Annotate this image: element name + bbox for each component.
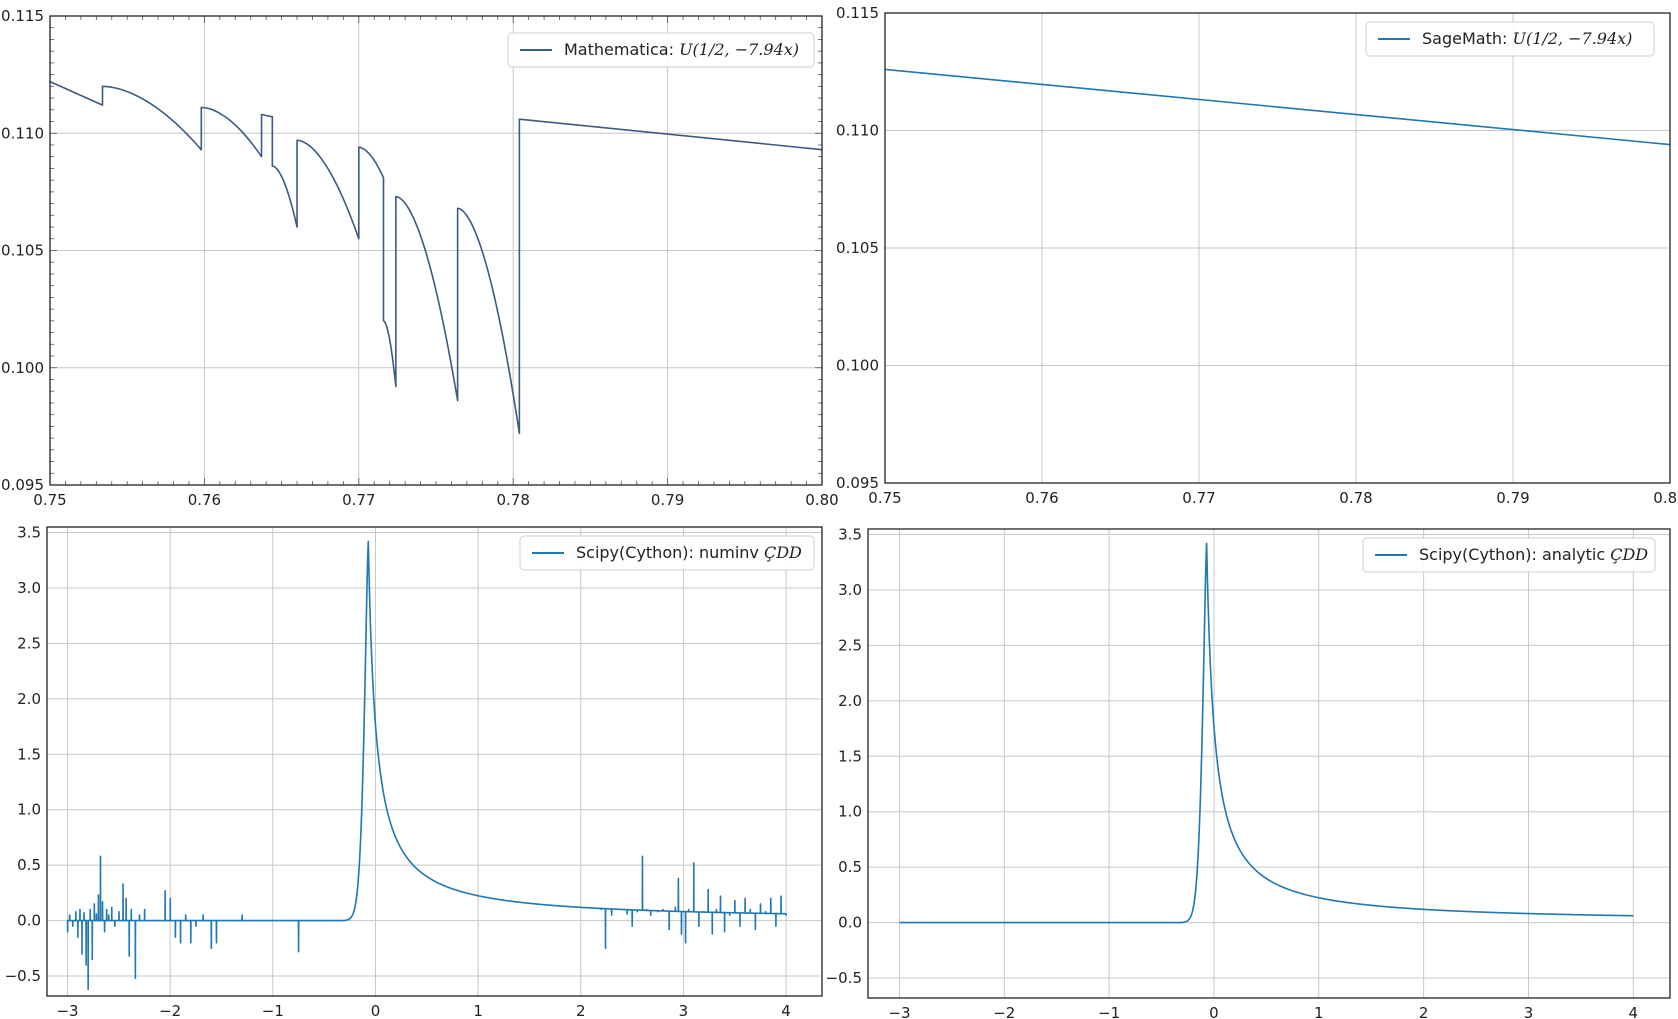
x-tick-label: −1 <box>262 1002 284 1019</box>
y-tick-label: 3.5 <box>17 524 41 542</box>
x-tick-label: −1 <box>1098 1004 1120 1019</box>
x-tick-label: 0.79 <box>651 491 684 509</box>
y-tick-label: 0.115 <box>836 4 879 22</box>
axes-frame <box>46 526 823 997</box>
x-tick-label: 0 <box>1209 1004 1219 1019</box>
x-tick-label: 0.80 <box>805 491 838 509</box>
y-tick-label: 3.5 <box>838 526 862 544</box>
x-tick-label: 0.77 <box>342 491 375 509</box>
x-tick-label: −3 <box>56 1002 78 1019</box>
y-tick-label: 3.0 <box>17 579 41 597</box>
x-tick-label: 0.78 <box>496 491 529 509</box>
y-tick-label: 3.0 <box>838 581 862 599</box>
chart-bottom-right: −3 −2 −1 0 1 2 3 4 −0.5 0.0 0.5 1.0 1.5 2.0 2.5 3.0 3.5 S… <box>826 526 1671 1019</box>
series-line <box>50 80 822 435</box>
x-tick-label: 1 <box>473 1002 483 1019</box>
chart-bottom-left: −3 −2 −1 0 1 2 3 4 −0.5 0.0 0.5 1.0 1.5 2.0 2.5 3.0 3.5 S… <box>5 524 823 1019</box>
legend-label-math: U(1/2, −7.94x) <box>679 40 799 59</box>
x-tick-label: 0.75 <box>33 491 66 509</box>
x-tick-label: 0.75 <box>868 489 901 507</box>
legend-label: Scipy(Cython): analytic ÇDD <box>1419 545 1648 564</box>
series-line <box>899 542 1634 924</box>
y-tick-label: 1.0 <box>838 803 862 821</box>
x-tick-label: 0.78 <box>1339 489 1372 507</box>
legend-label-text: SageMath: <box>1422 29 1512 48</box>
y-tick-label: 0.105 <box>1 242 44 260</box>
legend-label-math: ÇDD <box>764 543 802 562</box>
legend-label-math: U(1/2, −7.94x) <box>1512 29 1632 48</box>
y-tick-label: 2.0 <box>17 690 41 708</box>
x-tick-label: 2 <box>1419 1004 1429 1019</box>
y-tick-label: 0.0 <box>17 912 41 930</box>
legend-box <box>1362 537 1656 573</box>
series-line <box>885 68 1670 146</box>
x-tick-label: 3 <box>1524 1004 1534 1019</box>
x-tick-label: 4 <box>781 1002 791 1019</box>
legend-label: Scipy(Cython): numinv ÇDD <box>576 543 802 562</box>
legend-label: Mathematica: U(1/2, −7.94x) <box>564 40 799 59</box>
y-tick-label: 2.0 <box>838 692 862 710</box>
series-line <box>66 540 788 991</box>
x-tick-label: −2 <box>993 1004 1015 1019</box>
y-tick-label: 2.5 <box>17 634 41 652</box>
y-tick-label: 1.0 <box>17 801 41 819</box>
y-tick-label: 0.115 <box>1 7 44 25</box>
x-tick-label: 0.80 <box>1653 489 1678 507</box>
x-tick-label: 2 <box>576 1002 586 1019</box>
legend-box <box>519 535 815 571</box>
legend-label-text: Scipy(Cython): numinv <box>576 543 764 562</box>
legend-box <box>1365 21 1655 57</box>
axes-frame <box>884 12 1671 484</box>
x-tick-label: −2 <box>159 1002 181 1019</box>
x-tick-label: 0.76 <box>1025 489 1058 507</box>
y-tick-label: 0.100 <box>836 357 879 375</box>
x-tick-label: 0.76 <box>188 491 221 509</box>
y-tick-label: 0.110 <box>1 124 44 142</box>
y-tick-label: 1.5 <box>838 747 862 765</box>
axes-frame <box>867 528 1671 999</box>
y-tick-label: 0.095 <box>1 476 44 494</box>
y-tick-label: 0.095 <box>836 474 879 492</box>
chart-top-right: 0.75 0.76 0.77 0.78 0.79 0.80 0.095 0.100 0.105 0… <box>836 4 1678 507</box>
x-tick-label: 4 <box>1629 1004 1639 1019</box>
chart-top-left: 0.75 0.76 0.77 0.78 0.79 0.80 0.095 0.100 0.105 0… <box>1 7 839 509</box>
y-tick-label: 1.5 <box>17 745 41 763</box>
axes-frame <box>49 15 823 486</box>
y-tick-label: 0.110 <box>836 122 879 140</box>
y-tick-label: −0.5 <box>826 969 862 987</box>
x-tick-label: 0.77 <box>1182 489 1215 507</box>
y-tick-label: 0.5 <box>17 856 41 874</box>
legend-label-text: Scipy(Cython): analytic <box>1419 545 1610 564</box>
y-tick-label: 0.105 <box>836 239 879 257</box>
x-tick-label: 0.79 <box>1496 489 1529 507</box>
y-tick-label: 0.5 <box>838 858 862 876</box>
x-tick-label: 3 <box>679 1002 689 1019</box>
y-tick-label: 0.100 <box>1 359 44 377</box>
legend-box <box>507 32 815 68</box>
y-tick-label: 2.5 <box>838 636 862 654</box>
legend-label-text: Mathematica: <box>564 40 679 59</box>
y-tick-label: 0.0 <box>838 914 862 932</box>
x-tick-label: −3 <box>888 1004 910 1019</box>
legend-label: SageMath: U(1/2, −7.94x) <box>1422 29 1632 48</box>
x-tick-label: 0 <box>371 1002 381 1019</box>
x-tick-label: 1 <box>1314 1004 1324 1019</box>
y-tick-label: −0.5 <box>5 967 41 985</box>
legend-label-math: ÇDD <box>1610 545 1648 564</box>
